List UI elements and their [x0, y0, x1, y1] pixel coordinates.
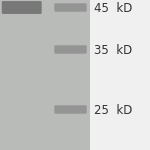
Bar — [0, 0, 90, 150]
FancyBboxPatch shape — [54, 45, 87, 54]
Text: 25  kD: 25 kD — [94, 104, 133, 117]
FancyBboxPatch shape — [54, 105, 87, 114]
FancyBboxPatch shape — [54, 3, 87, 12]
FancyBboxPatch shape — [2, 1, 42, 14]
Text: 35  kD: 35 kD — [94, 44, 133, 57]
Text: 45  kD: 45 kD — [94, 2, 133, 15]
Bar — [90, 0, 150, 150]
